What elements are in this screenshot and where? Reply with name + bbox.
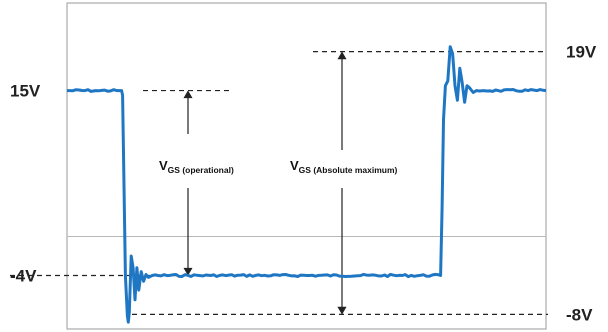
operational-arrow bbox=[183, 90, 193, 276]
annotation-vgs-absolute-maximum: VGS (Absolute maximum) bbox=[290, 158, 398, 175]
annotation-vgs-operational: VGS (operational) bbox=[159, 158, 234, 175]
arrow-head-up bbox=[337, 51, 347, 60]
arrow-head-up bbox=[183, 90, 193, 99]
level-label-19v: 19V bbox=[566, 43, 597, 62]
series-line-vgs bbox=[67, 45, 547, 324]
absolute-max-arrow bbox=[337, 51, 347, 315]
level-label-minus8v: -8V bbox=[566, 305, 593, 324]
arrow-head-down bbox=[183, 267, 193, 276]
level-label-15v: 15V bbox=[10, 82, 41, 101]
arrow-head-down bbox=[337, 306, 347, 315]
level-label-minus4v: -4V bbox=[10, 266, 37, 285]
plot-frame bbox=[66, 2, 547, 330]
